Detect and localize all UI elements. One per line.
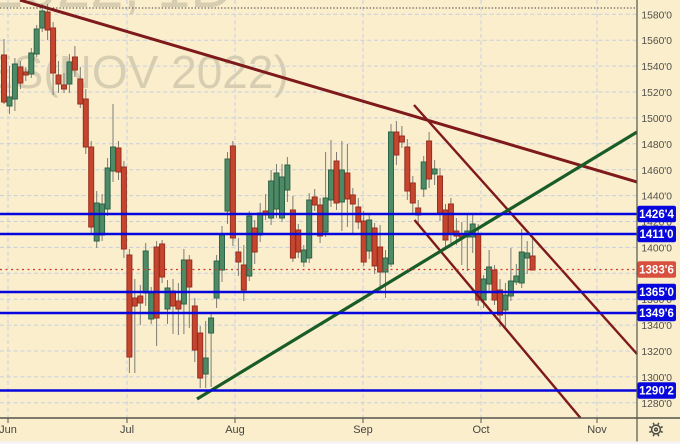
svg-text:1383'6: 1383'6 [639,265,674,277]
svg-text:Aug: Aug [225,424,245,436]
svg-text:1500'0: 1500'0 [641,114,672,125]
svg-text:ES(NOV 2022): ES(NOV 2022) [0,46,289,98]
svg-text:Jun: Jun [0,424,17,436]
svg-text:1580'0: 1580'0 [641,10,672,21]
svg-text:1280'0: 1280'0 [641,399,672,410]
svg-text:1300'0: 1300'0 [641,373,672,384]
svg-text:1349'6: 1349'6 [639,308,674,320]
svg-text:1460'0: 1460'0 [641,166,672,177]
svg-text:1290'2: 1290'2 [639,386,674,398]
svg-text:Sep: Sep [353,424,373,436]
svg-text:1365'0: 1365'0 [639,287,674,299]
svg-text:1400'0: 1400'0 [641,243,672,254]
svg-text:1426'4: 1426'4 [639,209,674,221]
svg-text:Nov: Nov [587,424,607,436]
svg-text:1420'0: 1420'0 [641,218,672,229]
svg-text:1480'0: 1480'0 [641,140,672,151]
svg-text:1340'0: 1340'0 [641,321,672,332]
svg-text:1440'0: 1440'0 [641,192,672,203]
svg-text:1320'0: 1320'0 [641,347,672,358]
svg-text:Oct: Oct [472,424,489,436]
svg-text:2022, 1D: 2022, 1D [0,0,234,20]
svg-text:1520'0: 1520'0 [641,88,672,99]
svg-text:1560'0: 1560'0 [641,36,672,47]
svg-text:1360'0: 1360'0 [641,295,672,306]
svg-text:Jul: Jul [120,424,134,436]
svg-text:1540'0: 1540'0 [641,62,672,73]
svg-text:1411'0: 1411'0 [639,229,673,241]
